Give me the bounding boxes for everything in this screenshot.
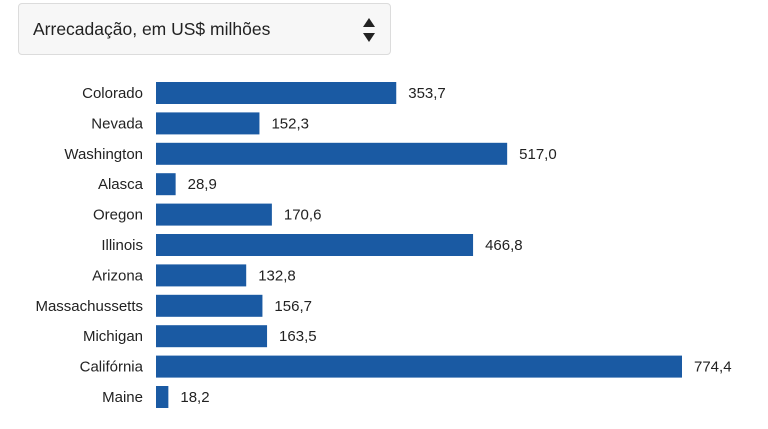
bar[interactable]	[156, 203, 272, 226]
value-label: 466,8	[485, 237, 523, 254]
value-label: 152,3	[271, 115, 309, 132]
bar[interactable]	[156, 386, 169, 408]
value-label: 28,9	[188, 176, 217, 193]
bar[interactable]	[156, 325, 268, 348]
bar[interactable]	[156, 82, 397, 104]
bar[interactable]	[156, 234, 474, 256]
value-label: 18,2	[180, 389, 209, 406]
category-label: Alasca	[98, 176, 144, 193]
bar[interactable]	[156, 355, 682, 378]
value-label: 132,8	[258, 267, 296, 284]
value-label: 774,4	[694, 359, 732, 376]
category-label: Colorado	[82, 85, 143, 102]
category-label: Washington	[64, 146, 143, 163]
bar[interactable]	[156, 264, 247, 287]
category-label: Illinois	[101, 237, 143, 254]
metric-select-value: Arrecadação, em US$ milhões	[33, 19, 271, 39]
value-label: 353,7	[408, 85, 446, 102]
category-label: Michigan	[83, 328, 143, 345]
category-label: Oregon	[93, 207, 143, 224]
metric-select[interactable]: Arrecadação, em US$ milhões	[18, 3, 391, 55]
category-label: Massachussetts	[35, 298, 143, 315]
bar[interactable]	[156, 112, 260, 135]
value-label: 517,0	[519, 146, 557, 163]
select-arrows-icon	[363, 18, 375, 42]
bar[interactable]	[156, 294, 263, 317]
category-label: Maine	[102, 389, 143, 406]
category-label: Arizona	[92, 267, 144, 284]
value-label: 170,6	[284, 207, 322, 224]
bar[interactable]	[156, 142, 508, 165]
category-label: Califórnia	[80, 359, 144, 376]
value-label: 156,7	[274, 298, 312, 315]
value-label: 163,5	[279, 328, 317, 345]
category-label: Nevada	[91, 115, 143, 132]
bar[interactable]	[156, 173, 176, 196]
